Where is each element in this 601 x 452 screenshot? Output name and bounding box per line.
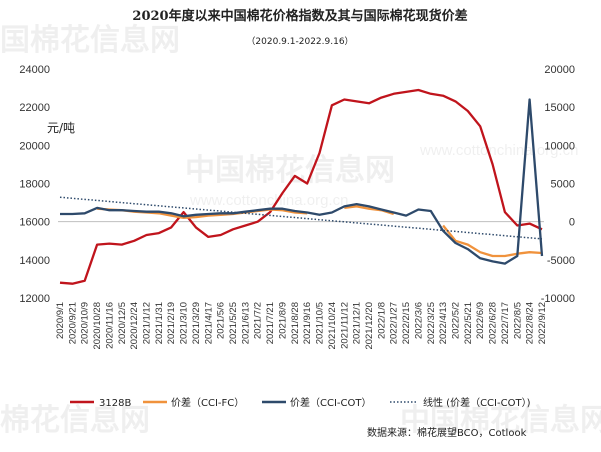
y-axis-left: 12000 14000 16000 18000 20000 22000 24000 (19, 64, 50, 305)
x-tick-label: 2021/10/5 (315, 302, 326, 344)
y-left-tick-label: 20000 (19, 140, 50, 152)
x-tick-label: 2022/6/28 (488, 302, 499, 344)
y-right-tick-label: 0 (569, 217, 575, 229)
x-tick-label: 2022/1/27 (389, 302, 400, 344)
y-right-tick-label: 5000 (551, 179, 575, 191)
y-right-tick-label: -5000 (547, 255, 575, 267)
x-tick-label: 2021/10/24 (327, 302, 338, 350)
legend-label-cci-cot: 价差（CCI-COT） (290, 396, 371, 409)
legend-label-trend: 线性 (价差（CCI-COT）) (423, 396, 531, 409)
y-left-tick-label: 12000 (19, 293, 50, 305)
x-tick-label: 2020/11/16 (104, 302, 115, 349)
legend-label-3128b: 3128B (99, 398, 131, 409)
y-left-tick-label: 16000 (19, 217, 50, 229)
x-tick-label: 2021/5/6 (216, 302, 227, 339)
x-tick-label: 2021/12/20 (364, 302, 375, 350)
x-tick-label: 2022/2/15 (401, 302, 412, 344)
x-tick-label: 2021/8/28 (290, 302, 301, 344)
x-tick-label: 2022/5/2 (450, 302, 461, 339)
legend: 3128B 价差（CCI-FC） 价差（CCI-COT） 线性 (价差（CCI-… (70, 396, 531, 409)
x-tick-label: 2022/7/17 (500, 302, 511, 344)
x-tick-label: 2022/9/12 (537, 302, 548, 344)
x-tick-label: 2020/10/28 (92, 302, 103, 350)
x-tick-label: 2021/11/12 (339, 302, 350, 349)
watermark-url-2: www.cottonchina.org.cn (419, 142, 578, 159)
y-axis-right: -10000 -5000 0 5000 10000 15000 20000 (541, 64, 575, 305)
y-left-tick-label: 22000 (19, 102, 50, 114)
x-tick-label: 2022/8/24 (525, 302, 536, 344)
x-tick-label: 2021/12/1 (352, 302, 363, 344)
chart-subtitle: （2020.9.1-2022.9.16） (246, 36, 353, 47)
watermark: 中国棉花信息网 www.cottonchina.org.cn 中国棉花信息网 w… (0, 23, 601, 438)
x-tick-label: 2020/12/5 (117, 302, 128, 344)
watermark-url: www.cottonchina.org.cn (189, 192, 348, 209)
x-tick-label: 2021/2/19 (166, 302, 177, 344)
y-right-tick-label: 20000 (544, 64, 575, 76)
watermark-brand-2: 中国棉花信息网 (0, 23, 180, 58)
series-group (59, 88, 544, 285)
series-line (59, 88, 543, 285)
legend-item-cci-cot: 价差（CCI-COT） (262, 396, 371, 409)
series-line (60, 98, 544, 265)
x-tick-label: 2020/9/21 (67, 302, 78, 344)
x-tick-label: 2022/5/21 (463, 302, 474, 344)
x-tick-label: 2021/8/9 (277, 302, 288, 339)
x-tick-label: 2021/1/31 (154, 302, 165, 344)
watermark-brand-3: 中国棉花信息网 (0, 403, 150, 438)
x-tick-label: 2020/12/24 (129, 302, 140, 350)
y-axis-left-label: 元/吨 (47, 121, 75, 135)
y-right-tick-label: 10000 (544, 140, 575, 152)
x-tick-label: 2020/10/9 (80, 302, 91, 344)
legend-item-3128b: 3128B (70, 398, 131, 409)
x-tick-label: 2021/4/17 (203, 302, 214, 344)
x-tick-label: 2021/7/2 (253, 302, 264, 339)
y-right-tick-label: 15000 (544, 102, 575, 114)
series-line (59, 196, 543, 240)
watermark-brand-4: 中国棉花信息网 (400, 403, 601, 438)
x-tick-label: 2021/3/29 (191, 302, 202, 344)
x-tick-label: 2022/3/6 (413, 302, 424, 339)
data-source: 数据来源：棉花展望BCO，Cotlook (367, 426, 527, 439)
y-left-tick-label: 14000 (19, 255, 50, 267)
x-tick-label: 2021/1/12 (142, 302, 153, 344)
x-tick-label: 2021/9/16 (302, 302, 313, 344)
legend-item-cci-fc: 价差（CCI-FC） (143, 396, 244, 409)
y-left-tick-label: 24000 (19, 64, 50, 76)
x-tick-label: 2021/6/13 (240, 302, 251, 344)
x-tick-label: 2021/7/21 (265, 302, 276, 344)
x-tick-label: 2022/8/5 (512, 302, 523, 339)
x-tick-label: 2021/5/25 (228, 302, 239, 344)
x-axis: 2020/9/1 2020/9/21 2020/10/9 2020/10/28 2020… (55, 302, 548, 350)
x-tick-label: 2021/3/10 (179, 302, 190, 344)
x-tick-label: 2022/3/25 (426, 302, 437, 344)
chart-title: 2020年度以来中国棉花价格指数及其与国际棉花现货价差 (132, 8, 467, 24)
x-tick-label: 2022/1/8 (376, 302, 387, 339)
x-tick-label: 2022/6/9 (475, 302, 486, 339)
y-left-tick-label: 18000 (19, 179, 50, 191)
x-tick-label: 2020/9/1 (55, 302, 66, 339)
x-tick-label: 2022/4/13 (438, 302, 449, 344)
y-right-tick-label: -10000 (541, 293, 575, 305)
legend-label-cci-fc: 价差（CCI-FC） (171, 396, 244, 409)
legend-item-trend: 线性 (价差（CCI-COT）) (390, 396, 531, 409)
